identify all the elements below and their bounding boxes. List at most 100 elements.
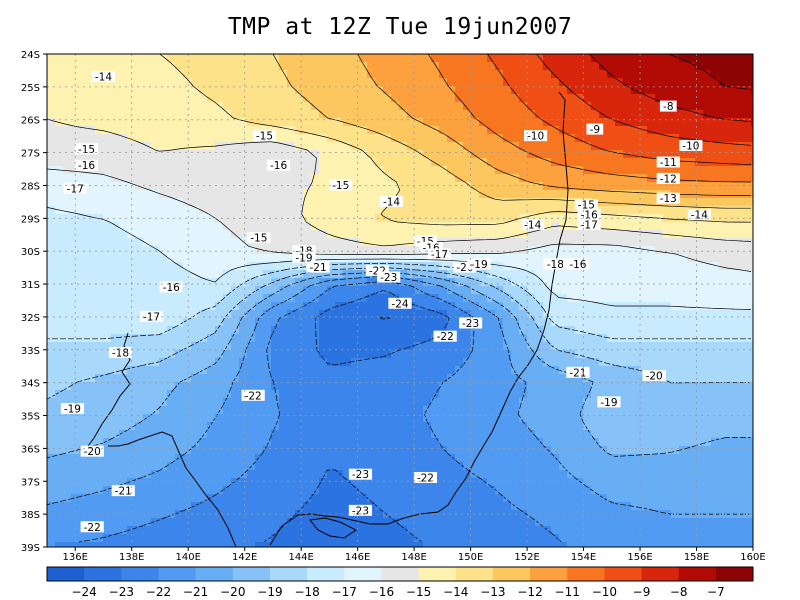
field-cell	[407, 406, 416, 415]
field-cell	[663, 430, 672, 439]
field-cell	[239, 230, 248, 239]
field-cell	[215, 318, 224, 327]
field-cell	[511, 390, 520, 399]
field-cell	[735, 462, 744, 471]
field-cell	[151, 254, 160, 263]
field-cell	[479, 326, 488, 335]
field-cell	[111, 414, 120, 423]
field-cell	[391, 414, 400, 423]
field-cell	[647, 134, 656, 143]
field-cell	[535, 486, 544, 495]
field-cell	[391, 318, 400, 327]
field-cell	[527, 350, 536, 359]
field-cell	[503, 438, 512, 447]
field-cell	[79, 70, 88, 79]
field-cell	[711, 478, 720, 487]
field-cell	[423, 254, 432, 263]
field-cell	[391, 326, 400, 335]
field-cell	[375, 142, 384, 151]
field-cell	[199, 190, 208, 199]
field-cell	[511, 94, 520, 103]
field-cell	[679, 94, 688, 103]
field-cell	[87, 454, 96, 463]
field-cell	[487, 198, 496, 207]
field-cell	[119, 142, 128, 151]
field-cell	[343, 174, 352, 183]
field-cell	[631, 70, 640, 79]
field-cell	[367, 102, 376, 111]
field-cell	[503, 382, 512, 391]
field-cell	[279, 422, 288, 431]
field-cell	[695, 462, 704, 471]
field-cell	[495, 222, 504, 231]
field-cell	[487, 350, 496, 359]
field-cell	[599, 414, 608, 423]
field-cell	[191, 246, 200, 255]
field-cell	[279, 342, 288, 351]
field-cell	[71, 366, 80, 375]
field-cell	[191, 198, 200, 207]
field-cell	[215, 470, 224, 479]
field-cell	[247, 262, 256, 271]
field-cell	[511, 462, 520, 471]
field-cell	[335, 454, 344, 463]
field-cell	[63, 54, 72, 63]
field-cell	[95, 470, 104, 479]
field-cell	[319, 358, 328, 367]
field-cell	[455, 254, 464, 263]
field-cell	[703, 366, 712, 375]
field-cell	[735, 422, 744, 431]
field-cell	[119, 278, 128, 287]
field-cell	[663, 286, 672, 295]
field-cell	[279, 62, 288, 71]
field-cell	[239, 246, 248, 255]
field-cell	[439, 398, 448, 407]
field-cell	[463, 238, 472, 247]
field-cell	[183, 414, 192, 423]
field-cell	[175, 478, 184, 487]
field-cell	[479, 198, 488, 207]
field-cell	[199, 398, 208, 407]
field-cell	[159, 422, 168, 431]
field-cell	[271, 142, 280, 151]
field-cell	[207, 158, 216, 167]
field-cell	[47, 430, 56, 439]
field-cell	[391, 142, 400, 151]
field-cell	[527, 398, 536, 407]
field-cell	[279, 214, 288, 223]
field-cell	[359, 262, 368, 271]
field-cell	[487, 246, 496, 255]
field-cell	[119, 422, 128, 431]
field-cell	[663, 398, 672, 407]
field-cell	[247, 142, 256, 151]
field-cell	[207, 334, 216, 343]
field-cell	[143, 126, 152, 135]
field-cell	[127, 222, 136, 231]
field-cell	[703, 302, 712, 311]
field-cell	[199, 454, 208, 463]
field-cell	[743, 102, 752, 111]
field-cell	[303, 182, 312, 191]
field-cell	[167, 462, 176, 471]
field-cell	[487, 430, 496, 439]
field-cell	[191, 134, 200, 143]
field-cell	[255, 462, 264, 471]
field-cell	[559, 374, 568, 383]
field-cell	[191, 222, 200, 231]
field-cell	[719, 334, 728, 343]
field-cell	[487, 62, 496, 71]
field-cell	[623, 454, 632, 463]
field-cell	[743, 270, 752, 279]
field-cell	[599, 342, 608, 351]
field-cell	[391, 398, 400, 407]
field-cell	[495, 190, 504, 199]
field-cell	[575, 102, 584, 111]
field-cell	[359, 214, 368, 223]
field-cell	[47, 174, 56, 183]
field-cell	[127, 446, 136, 455]
field-cell	[367, 302, 376, 311]
field-cell	[47, 86, 56, 95]
field-cell	[415, 182, 424, 191]
field-cell	[167, 422, 176, 431]
field-cell	[471, 246, 480, 255]
